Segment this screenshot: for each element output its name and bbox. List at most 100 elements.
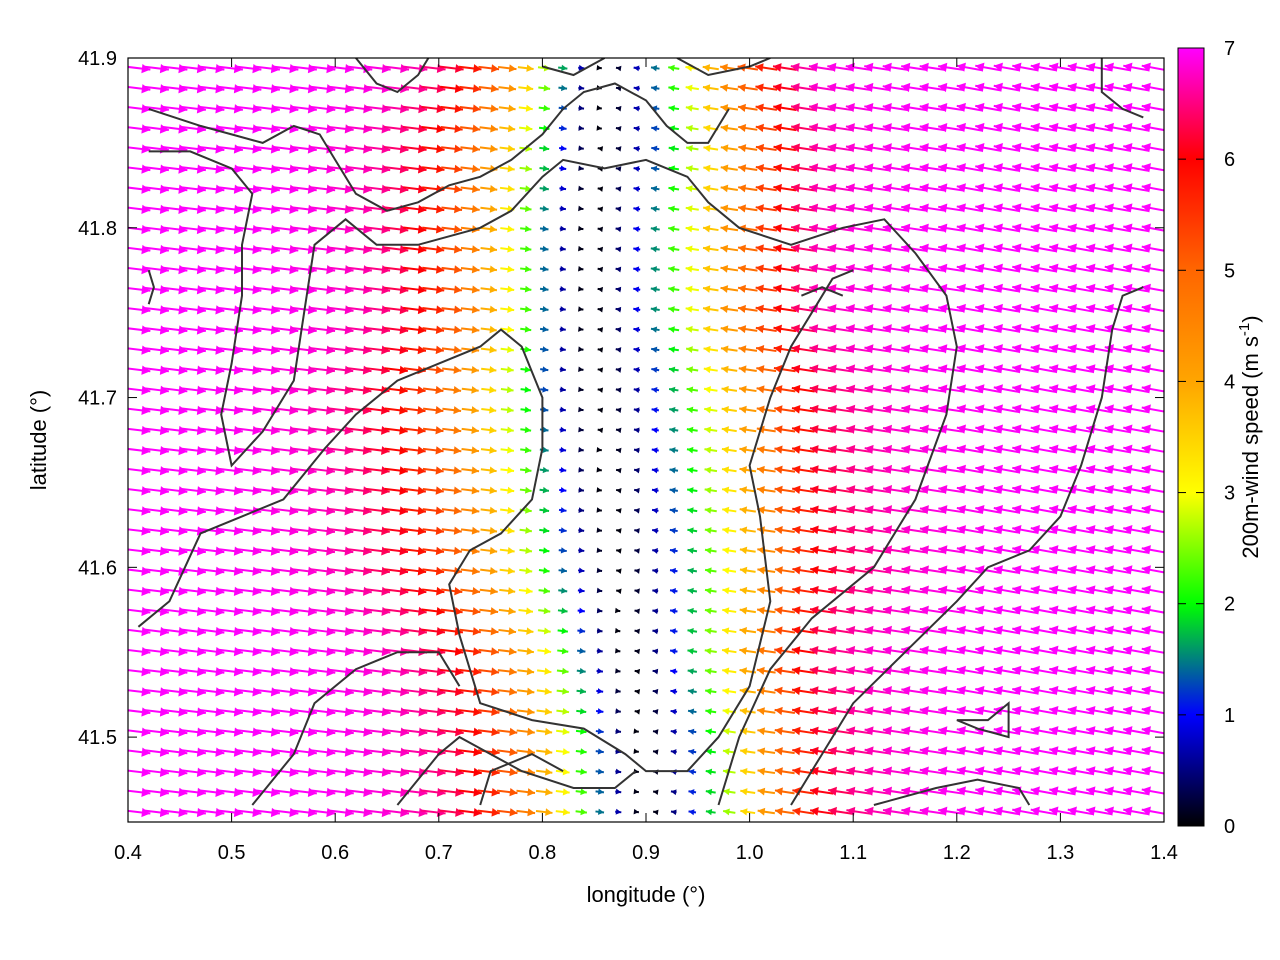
wind-vector [633, 65, 641, 72]
wind-vector [1012, 384, 1039, 394]
x-axis-title: longitude (°) [587, 882, 706, 907]
wind-vector [975, 223, 1002, 233]
wind-vector [403, 224, 427, 234]
wind-vector [938, 62, 965, 72]
wind-vector [633, 186, 641, 192]
wind-vector [384, 285, 409, 295]
wind-vector [615, 246, 622, 253]
wind-vector [1012, 102, 1039, 113]
wind-vector [384, 426, 408, 435]
colorbar-tick-label: 7 [1224, 38, 1235, 60]
wind-vector [441, 245, 463, 254]
wind-vector [518, 104, 533, 112]
wind-vector [1104, 424, 1131, 434]
wind-vector [539, 306, 549, 313]
wind-vector [668, 145, 679, 152]
wind-vector [1012, 364, 1039, 374]
wind-vector [1012, 183, 1039, 193]
wind-vector [633, 266, 641, 273]
wind-vector [721, 426, 737, 434]
wind-vector [578, 105, 585, 111]
wind-vector [1067, 183, 1094, 193]
wind-vector [827, 203, 854, 213]
wind-vector [864, 384, 891, 394]
wind-vector [993, 263, 1020, 273]
wind-vector [882, 263, 909, 274]
wind-vector [809, 364, 835, 374]
wind-vector [1049, 122, 1076, 133]
wind-vector [772, 63, 797, 72]
wind-vector [845, 304, 872, 314]
wind-vector [827, 424, 853, 434]
wind-vector [1086, 243, 1113, 253]
wind-vector [919, 223, 946, 233]
wind-vector [919, 163, 946, 173]
wind-vector [882, 123, 909, 133]
wind-vector [402, 164, 427, 174]
wind-vector [520, 446, 532, 454]
wind-vector [597, 307, 604, 313]
wind-vector [993, 444, 1020, 454]
wind-vector [882, 444, 909, 454]
wind-vector [519, 124, 533, 132]
wind-vector [365, 466, 390, 476]
wind-vector [1086, 223, 1113, 233]
wind-vector [703, 164, 719, 173]
x-tick-label: 1.4 [1150, 842, 1178, 864]
wind-vector [1123, 143, 1150, 153]
wind-vector [461, 406, 479, 414]
wind-vector [519, 205, 532, 213]
wind-vector [864, 344, 891, 354]
wind-vector [1086, 303, 1113, 314]
wind-vector [1030, 203, 1057, 213]
wind-vector [480, 285, 498, 294]
wind-vector [901, 183, 928, 193]
wind-vector [993, 163, 1020, 173]
wind-vector [539, 165, 550, 172]
colorbar-tick-label: 3 [1224, 483, 1235, 505]
wind-vector [738, 385, 757, 394]
wind-vector [845, 283, 872, 294]
wind-vector [422, 426, 444, 435]
wind-vector [938, 303, 965, 314]
wind-vector [668, 306, 680, 313]
wind-vector [520, 386, 532, 393]
wind-vector [365, 184, 391, 194]
wind-vector [668, 386, 679, 394]
wind-vector [1067, 82, 1094, 92]
wind-vector [938, 123, 965, 133]
wind-vector [520, 225, 532, 233]
wind-vector [882, 183, 909, 193]
wind-vector [702, 104, 719, 112]
wind-vector [1049, 62, 1076, 72]
wind-vector [633, 326, 641, 333]
wind-vector [1012, 424, 1039, 434]
wind-vector [460, 285, 480, 294]
wind-vector [460, 305, 480, 314]
wind-vector [773, 103, 797, 113]
wind-vector [383, 124, 409, 134]
wind-vector [500, 406, 514, 414]
wind-vector [882, 203, 909, 213]
wind-vector [615, 65, 622, 72]
wind-vector [615, 326, 622, 333]
wind-vector [633, 367, 640, 373]
wind-vector [956, 62, 983, 72]
wind-vector [328, 466, 354, 476]
wind-vector [720, 124, 738, 132]
wind-vector [1104, 82, 1131, 92]
wind-vector [1049, 424, 1076, 434]
wind-vector [864, 102, 891, 113]
x-tick-label: 0.7 [425, 842, 453, 864]
wind-vector [384, 325, 409, 335]
wind-vector [441, 225, 463, 234]
wind-vector [559, 306, 566, 312]
wind-vector [845, 163, 872, 173]
wind-vector [633, 447, 640, 454]
wind-vector [1123, 344, 1150, 354]
wind-vector [1104, 384, 1131, 394]
wind-vector [668, 285, 680, 293]
wind-vector [441, 345, 462, 354]
wind-vector [702, 245, 719, 253]
wind-vector [597, 186, 604, 192]
